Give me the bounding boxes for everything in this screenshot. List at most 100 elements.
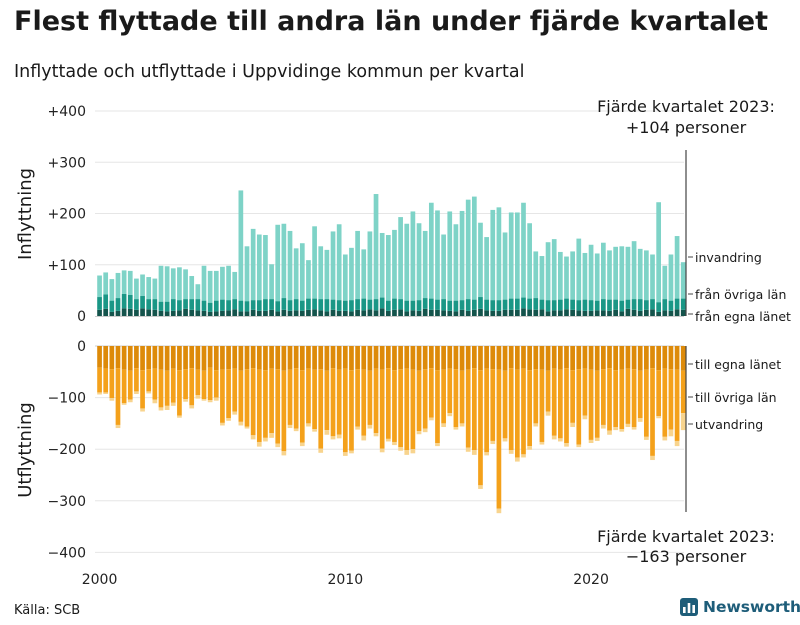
bar-in-immigration [140, 274, 145, 297]
bar-out-other-counties [668, 369, 674, 430]
bar-in-other-counties [349, 300, 354, 312]
bar-out-other-counties [121, 369, 127, 404]
bar-in-other-counties [134, 299, 139, 310]
bar-out-other-counties [201, 370, 207, 400]
bar-in-other-counties [582, 299, 588, 311]
bar-out-own-county [226, 346, 231, 370]
bar-in-other-counties [422, 298, 428, 309]
series-label: till egna länet [695, 357, 781, 372]
bar-in-other-counties [527, 298, 532, 310]
bar-out-own-county [465, 346, 471, 370]
bar-out-own-county [398, 346, 403, 370]
bar-out-other-counties [484, 368, 489, 453]
bar-in-own-county [478, 308, 483, 316]
bar-out-other-counties [220, 369, 225, 423]
bar-in-own-county [349, 311, 354, 316]
bar-out-other-counties [275, 369, 281, 444]
bar-in-other-counties [281, 298, 287, 310]
bar-in-other-counties [471, 299, 477, 310]
bar-in-other-counties [631, 299, 637, 310]
brand-logo[interactable]: Newsworthy [680, 598, 800, 616]
bar-in-other-counties [201, 300, 207, 311]
bar-in-own-county [269, 309, 274, 316]
bar-out-other-counties [453, 369, 459, 428]
bar-in-immigration [674, 236, 680, 299]
bar-in-immigration [281, 223, 287, 299]
bar-out-other-counties [398, 369, 403, 448]
y-tick-label: +100 [48, 258, 86, 274]
bar-out-emigration [121, 403, 127, 405]
bar-out-other-counties [115, 368, 121, 425]
bar-out-own-county [631, 346, 637, 370]
bar-out-own-county [367, 346, 373, 371]
bar-out-emigration [490, 440, 496, 445]
y-tick-label: −300 [48, 494, 86, 510]
bar-out-other-counties [164, 370, 170, 406]
bar-in-other-counties [115, 298, 121, 311]
bar-in-immigration [379, 232, 385, 298]
bar-out-own-county [422, 346, 428, 370]
bar-out-own-county [613, 346, 618, 371]
bar-out-other-counties [134, 368, 139, 392]
bar-in-immigration [189, 276, 195, 300]
bar-in-immigration [293, 248, 299, 300]
bar-out-own-county [189, 346, 195, 369]
bar-out-own-county [97, 346, 102, 368]
bar-in-other-counties [490, 300, 496, 311]
bar-out-other-counties [416, 370, 422, 432]
bar-in-own-county [385, 310, 391, 316]
bottom-annotation-line2: −163 personer [626, 547, 747, 566]
bar-in-immigration [447, 211, 453, 301]
bar-out-own-county [275, 346, 281, 370]
bar-in-other-counties [619, 300, 625, 312]
bar-out-other-counties [558, 369, 563, 439]
bar-in-own-county [140, 308, 145, 316]
bar-in-own-county [287, 310, 293, 316]
bar-in-immigration [299, 243, 305, 301]
bar-out-own-county [250, 346, 256, 369]
bar-out-own-county [601, 346, 606, 370]
bar-out-own-county [588, 346, 594, 370]
bar-out-emigration [263, 437, 268, 442]
bar-in-own-county [453, 311, 459, 316]
bar-out-emigration [570, 422, 575, 428]
bar-out-own-county [551, 346, 557, 369]
bar-in-other-counties [263, 299, 268, 311]
bar-in-immigration [115, 272, 121, 299]
bar-in-immigration [336, 224, 342, 301]
bar-out-other-counties [330, 368, 336, 437]
bar-in-immigration [582, 252, 588, 300]
bar-in-other-counties [195, 299, 201, 311]
bar-in-other-counties [508, 298, 514, 310]
bar-out-other-counties [177, 370, 182, 416]
bar-in-immigration [158, 265, 164, 302]
bar-out-other-counties [459, 370, 465, 424]
bar-out-other-counties [404, 368, 410, 451]
bar-out-emigration [680, 413, 686, 431]
bar-in-other-counties [232, 299, 238, 310]
bar-in-immigration [564, 256, 569, 299]
bar-out-own-county [662, 346, 668, 369]
bar-out-emigration [177, 415, 182, 418]
bar-in-other-counties [404, 300, 410, 312]
bar-out-own-county [287, 346, 293, 370]
bar-out-emigration [330, 436, 336, 440]
bar-out-emigration [576, 444, 582, 448]
bar-in-immigration [146, 277, 152, 300]
bar-out-other-counties [490, 369, 496, 441]
bar-in-immigration [545, 242, 551, 301]
source-note: Källa: SCB [14, 603, 81, 618]
bar-out-other-counties [263, 370, 268, 438]
bar-out-own-county [674, 346, 680, 370]
bar-out-own-county [435, 346, 440, 371]
bar-out-emigration [385, 438, 391, 442]
bar-out-other-counties [232, 368, 238, 412]
bar-in-other-counties [140, 296, 145, 309]
bar-out-other-counties [103, 368, 109, 393]
bar-out-own-county [232, 346, 238, 369]
bar-out-emigration [422, 428, 428, 433]
bar-in-other-counties [539, 299, 545, 310]
bar-out-other-counties [428, 368, 434, 418]
bar-out-emigration [594, 437, 600, 441]
